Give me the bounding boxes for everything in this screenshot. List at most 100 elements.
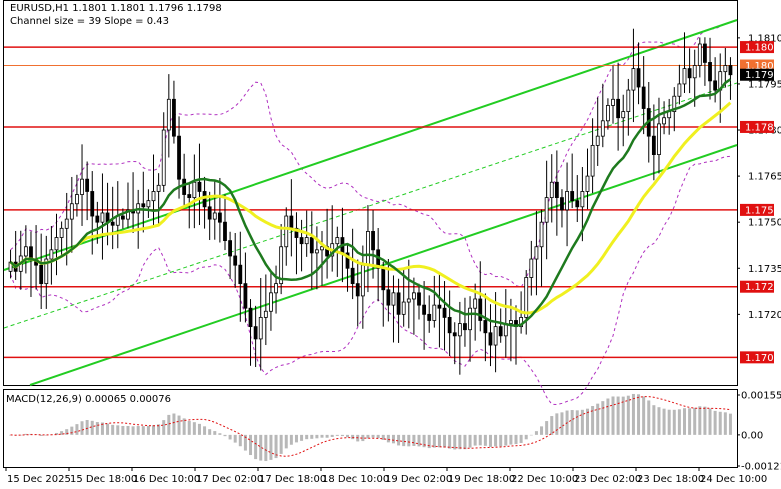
trend-channel: [3, 19, 738, 386]
candle-body: [529, 258, 534, 278]
candle-body: [253, 326, 258, 340]
macd-bar: [708, 408, 712, 435]
candle-body: [172, 98, 176, 137]
macd-bar: [249, 434, 253, 456]
macd-bar: [254, 434, 258, 460]
macd-bar: [111, 424, 115, 435]
candle-body: [447, 317, 452, 334]
macd-bar: [371, 434, 375, 438]
candle-body: [682, 68, 687, 85]
macd-bar: [580, 409, 584, 435]
candle-body: [23, 246, 28, 257]
macd-bar: [366, 434, 370, 439]
candle-body: [59, 227, 64, 238]
macd-bar: [596, 403, 600, 435]
macd-bar: [187, 420, 191, 435]
macd-bar: [519, 434, 523, 443]
price-candles: [8, 28, 733, 375]
macd-bar: [340, 434, 344, 437]
macd-bar: [499, 434, 503, 447]
macd-bar: [432, 434, 436, 448]
macd-histogram: [9, 393, 732, 462]
macd-bar: [703, 406, 707, 435]
level-tag-1-bg: [740, 120, 774, 133]
candle-body: [651, 135, 656, 155]
candle-body: [274, 283, 278, 294]
macd-bar: [688, 408, 692, 435]
candle-body: [371, 230, 375, 251]
macd-bar: [478, 434, 482, 446]
candle-body: [304, 237, 309, 245]
macd-bar: [162, 420, 166, 435]
macd-bar: [677, 409, 681, 435]
macd-bar: [637, 394, 641, 435]
bid-tag-bg: [740, 59, 774, 72]
macd-bar: [611, 396, 615, 435]
macd-bar: [80, 421, 84, 435]
channel-mid-line: [3, 82, 738, 329]
candle-body: [600, 120, 605, 137]
candle-body: [549, 181, 554, 199]
macd-bar: [514, 434, 518, 445]
channel-upper-line: [3, 19, 738, 271]
candle-body: [49, 249, 54, 260]
macd-bar: [172, 413, 176, 435]
bid-tag-text: 1.1801: [745, 61, 780, 72]
candle-body: [350, 267, 355, 285]
macd-bar: [422, 434, 426, 448]
candle-body: [85, 178, 90, 192]
candle-body: [391, 292, 396, 306]
candle-body: [314, 249, 319, 254]
y-tick-label: 1.1750: [748, 218, 781, 229]
macd-bar: [672, 409, 676, 435]
candle-body: [263, 310, 268, 318]
macd-bar: [468, 434, 472, 448]
candle-body: [585, 175, 590, 192]
candle-body: [320, 246, 324, 251]
candle-body: [595, 135, 600, 146]
macd-bar: [315, 434, 319, 439]
macd-bar: [330, 434, 334, 437]
candle-body: [473, 298, 478, 309]
y-tick-label: 1.1765: [748, 172, 781, 183]
macd-bar: [24, 433, 28, 435]
y-tick-label: 1.1810: [748, 33, 781, 44]
macd-bar: [116, 425, 120, 435]
level-tag-1-text: 1.1781: [745, 122, 780, 133]
macd-bar: [448, 434, 452, 449]
macd-bar: [545, 421, 549, 435]
macd-bar: [279, 434, 283, 454]
channel-info-label: Channel size = 39 Slope = 0.43: [10, 16, 170, 27]
candle-body: [493, 326, 498, 346]
candle-body: [463, 323, 467, 331]
ma-fast-line: [9, 78, 732, 328]
candle-body: [483, 320, 488, 334]
macd-bar: [90, 420, 94, 435]
candle-body: [80, 178, 84, 195]
macd-bar: [407, 434, 411, 447]
x-tick-label: 17 Dec 02:00: [196, 474, 263, 485]
candle-body: [69, 203, 74, 220]
candle-body: [161, 129, 166, 186]
macd-bar: [213, 431, 217, 435]
candle-body: [697, 43, 702, 66]
candle-body: [544, 197, 549, 223]
x-tick-label: 15 Dec 18:00: [70, 474, 137, 485]
macd-bar: [238, 434, 242, 447]
candle-body: [509, 320, 513, 324]
last-price-tag-bg: [740, 68, 774, 81]
macd-tick-label: 0.00155: [741, 391, 781, 402]
candle-body: [366, 230, 370, 266]
candle-body: [621, 111, 626, 119]
candle-body: [269, 292, 273, 312]
macd-bar: [657, 407, 661, 435]
macd-bar: [386, 434, 390, 443]
candle-body: [126, 209, 130, 220]
candle-body: [243, 283, 248, 309]
candle-body: [279, 246, 284, 285]
candle-body: [539, 221, 544, 248]
candle-body: [406, 298, 411, 303]
macd-bar: [126, 425, 130, 435]
